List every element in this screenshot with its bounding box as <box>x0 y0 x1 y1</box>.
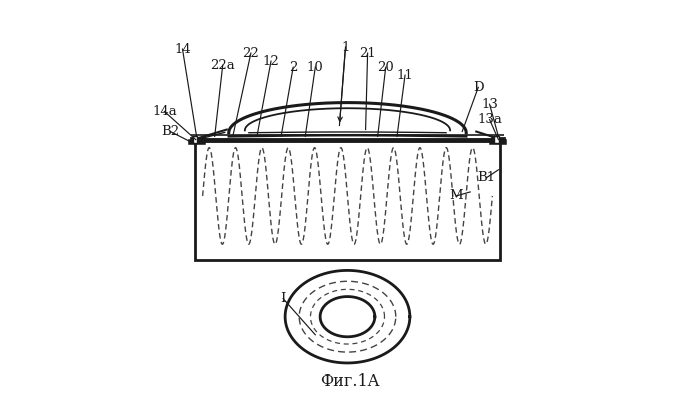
Text: 14: 14 <box>174 42 191 55</box>
Text: 1: 1 <box>341 40 350 53</box>
Text: Фиг.1A: Фиг.1A <box>320 373 379 390</box>
Text: 22a: 22a <box>210 59 235 72</box>
Bar <box>494 136 499 143</box>
Text: B2: B2 <box>161 125 180 138</box>
Text: 11: 11 <box>396 69 413 82</box>
Bar <box>192 136 197 143</box>
Text: 13a: 13a <box>477 113 502 126</box>
Text: 20: 20 <box>377 61 394 74</box>
Text: 21: 21 <box>359 47 376 60</box>
Text: 12: 12 <box>263 55 280 68</box>
Text: 22: 22 <box>243 47 259 60</box>
Text: 13: 13 <box>481 98 498 111</box>
Text: M: M <box>449 189 463 202</box>
Text: 14a: 14a <box>152 105 177 118</box>
Text: I: I <box>280 292 286 305</box>
Bar <box>194 140 500 260</box>
Text: 2: 2 <box>289 61 297 74</box>
Text: D: D <box>473 81 484 94</box>
Text: 10: 10 <box>307 61 324 74</box>
Text: B1: B1 <box>477 171 496 184</box>
